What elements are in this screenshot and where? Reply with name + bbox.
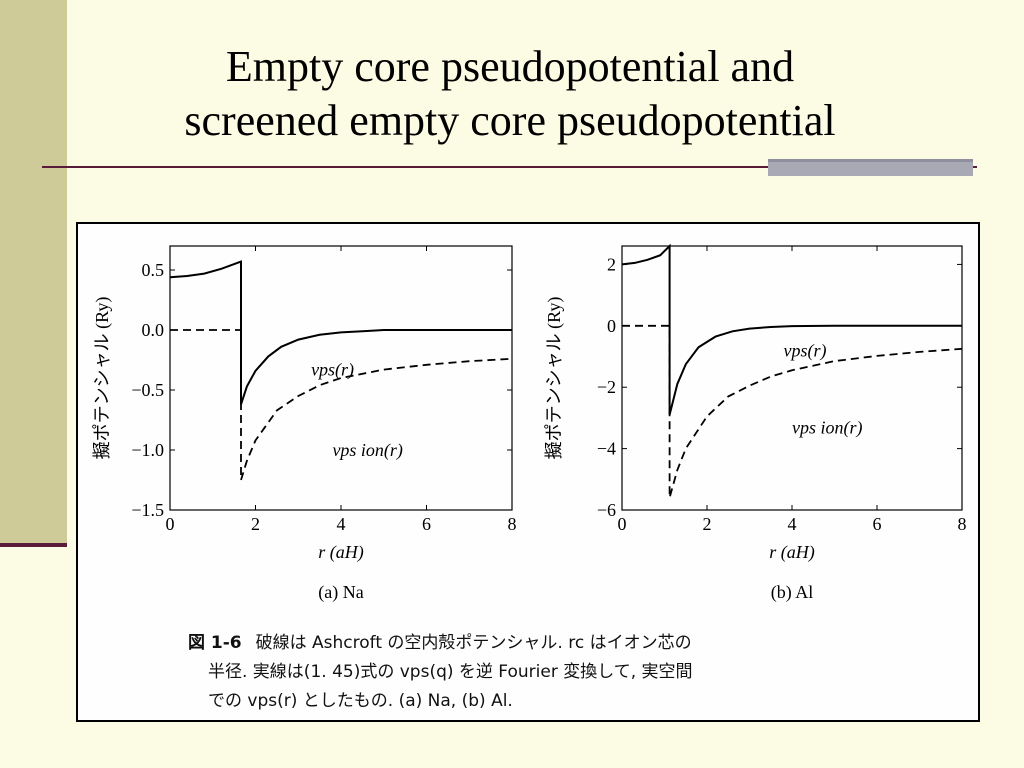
sidebar-band bbox=[0, 0, 67, 545]
panel-label-na: (a) Na bbox=[318, 582, 363, 603]
figure-image: 0 2 4 6 8 0.5 0.0 −0.5 −1.0 −1.5 擬ポテンシャル (Ry) r (aH… bbox=[76, 222, 980, 722]
figure-caption: 図 1-6 破線は Ashcroft の空内殻ポテンシャル. rc はイオン芯の … bbox=[188, 629, 968, 716]
y-tick-label-al: −6 bbox=[597, 500, 616, 520]
y-tick-label-na: −1.5 bbox=[131, 500, 164, 520]
caption-figure-label: 図 1-6 bbox=[188, 633, 242, 653]
slide-title-line1: Empty core pseudopotential and bbox=[225, 42, 795, 91]
caption-line2: 半径. 実線は(1. 45)式の vps(q) を逆 Fourier 変換して,… bbox=[208, 662, 693, 682]
x-axis-label-na: r (aH) bbox=[318, 542, 364, 563]
y-tick-label-al: −4 bbox=[597, 439, 616, 459]
series-label-solid-na: vps(r) bbox=[311, 360, 354, 381]
series-label-dashed-na: vps ion(r) bbox=[332, 440, 403, 461]
caption-line1-text: 破線は Ashcroft の空内殻ポテンシャル. rc はイオン芯の bbox=[255, 633, 692, 653]
x-tick-label-al: 8 bbox=[958, 514, 967, 534]
series-label-solid-al: vps(r) bbox=[784, 341, 827, 362]
x-axis-label-al: r (aH) bbox=[769, 542, 815, 563]
title-rule bbox=[42, 166, 977, 168]
chart-figure: 0 2 4 6 8 0.5 0.0 −0.5 −1.0 −1.5 擬ポテンシャル (Ry) r (aH… bbox=[92, 243, 967, 603]
panel-label-al: (b) Al bbox=[771, 582, 814, 603]
slide-title-line2: screened empty core pseudopotential bbox=[184, 96, 836, 145]
x-tick-label-al: 0 bbox=[618, 514, 627, 534]
y-tick-label-na: −1.0 bbox=[131, 440, 164, 460]
x-tick-label-al: 4 bbox=[788, 514, 797, 534]
x-tick-label-na: 4 bbox=[337, 514, 346, 534]
y-tick-label-al: 0 bbox=[607, 316, 616, 336]
x-tick-label-al: 2 bbox=[703, 514, 712, 534]
slide-title: Empty core pseudopotential and screened … bbox=[70, 40, 950, 148]
series-label-dashed-al: vps ion(r) bbox=[792, 417, 863, 438]
x-tick-label-na: 8 bbox=[508, 514, 517, 534]
caption-line3: での vps(r) としたもの. (a) Na, (b) Al. bbox=[208, 691, 513, 711]
x-tick-label-al: 6 bbox=[873, 514, 882, 534]
x-tick-label-na: 6 bbox=[422, 514, 431, 534]
x-tick-label-na: 0 bbox=[166, 514, 175, 534]
series-line-na-0 bbox=[169, 260, 512, 405]
plot-frame-al bbox=[621, 245, 963, 511]
y-tick-label-na: −0.5 bbox=[131, 380, 164, 400]
series-line-al-0 bbox=[621, 243, 962, 416]
y-tick-label-na: 0.5 bbox=[142, 260, 165, 280]
sidebar-rule bbox=[0, 543, 67, 547]
y-tick-label-al: −2 bbox=[597, 377, 616, 397]
y-tick-label-al: 2 bbox=[607, 254, 616, 274]
y-tick-label-na: 0.0 bbox=[142, 320, 165, 340]
title-accent-bar bbox=[768, 159, 973, 176]
caption-line1: 図 1-6 破線は Ashcroft の空内殻ポテンシャル. rc はイオン芯の bbox=[188, 629, 968, 658]
x-tick-label-na: 2 bbox=[251, 514, 260, 534]
y-axis-label-na: 擬ポテンシャル (Ry) bbox=[92, 297, 113, 460]
y-axis-label-al: 擬ポテンシャル (Ry) bbox=[544, 297, 565, 460]
series-line-al-1 bbox=[622, 324, 963, 498]
